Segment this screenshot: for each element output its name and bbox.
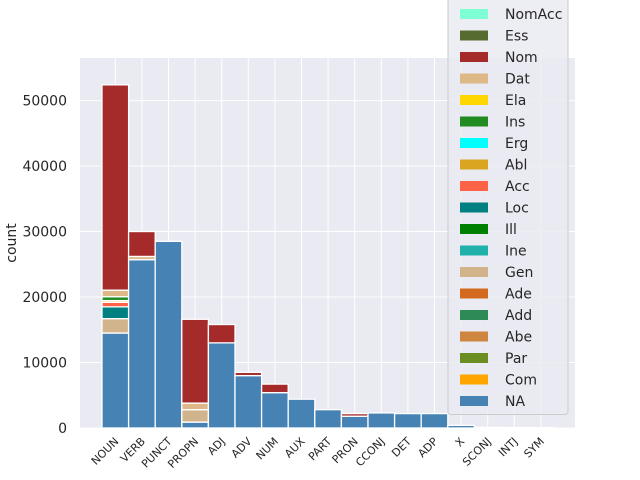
legend-label-abe: Abe — [505, 330, 532, 346]
bar-intj-na — [500, 426, 529, 429]
bar-pron-nom — [340, 412, 369, 417]
legend-label-dat: Dat — [505, 72, 530, 88]
x-tick-label: INTJ — [496, 435, 520, 459]
x-tick-label: NOUN — [89, 435, 122, 468]
legend-swatch-ade — [460, 288, 488, 299]
legend-label-nom: Nom — [505, 50, 538, 66]
legend-swatch-ill — [460, 224, 488, 234]
y-tick-label: 20000 — [22, 290, 67, 306]
x-tick-label: AUX — [282, 435, 308, 461]
legend-swatch-abe — [460, 331, 488, 342]
legend-swatch-add — [460, 310, 488, 320]
bar-sym-na — [526, 426, 555, 429]
x-tick-label: NUM — [254, 435, 281, 462]
x-tick-label: X — [453, 435, 468, 450]
legend-swatch-acc — [460, 181, 488, 191]
bar-adv-nom — [234, 371, 263, 377]
legend-label-loc: Loc — [505, 201, 529, 217]
bar-part-na — [314, 409, 343, 429]
legend-swatch-abl — [460, 159, 488, 170]
legend-swatch-nom — [460, 52, 488, 62]
bar-det-na — [393, 412, 422, 429]
bar-adv-na — [234, 374, 263, 429]
legend-label-erg: Erg — [505, 136, 528, 152]
bar-cconj-na — [367, 412, 396, 429]
y-tick-label: 10000 — [22, 356, 67, 372]
bar-adj-nom — [207, 323, 236, 344]
y-tick-label: 30000 — [22, 225, 67, 241]
x-tick-label: CCONJ — [353, 435, 387, 469]
legend-swatch-dat — [460, 73, 488, 84]
bar-noun-acc — [101, 301, 130, 308]
bar-noun-nom — [101, 84, 130, 291]
legend-swatch-gen — [460, 267, 488, 277]
x-tick-label: PART — [306, 435, 334, 463]
y-tick-labels: 0 10000 20000 30000 40000 50000 — [22, 94, 67, 437]
legend-swatch-erg — [460, 138, 488, 148]
y-tick-label: 0 — [58, 421, 67, 437]
x-tick-label: SYM — [521, 435, 547, 461]
legend-label-abl: Abl — [505, 158, 527, 174]
bar-propn-na — [181, 421, 210, 429]
bar-sconj-na — [473, 426, 502, 429]
legend-swatch-com — [460, 374, 488, 385]
legend-swatch-nomacc — [460, 9, 488, 19]
legend-label-ins: Ins — [505, 115, 525, 131]
bar-propn-gen — [181, 409, 210, 423]
bar-num-nom — [260, 383, 289, 394]
legend-label-nomacc: NomAcc — [505, 7, 562, 23]
bar-verb-na — [127, 259, 156, 429]
legend-label-ade: Ade — [505, 287, 532, 303]
bar-adj-na — [207, 342, 236, 429]
legend-label-ill: Ill — [505, 222, 517, 238]
bar-verb-nom — [127, 230, 156, 258]
legend-label-gen: Gen — [505, 265, 533, 281]
bar-num-na — [260, 391, 289, 429]
x-tick-label: ADV — [229, 435, 255, 461]
legend: NomAcc Ess Nom Dat Ela Ins Erg Abl Acc Loc Ill Ine G… — [447, 0, 569, 415]
bar-noun-loc — [101, 306, 130, 320]
bar-propn-dat — [181, 402, 210, 411]
legend-label-ess: Ess — [505, 29, 528, 45]
bar-noun-dat — [101, 289, 130, 298]
legend-swatch-ela — [460, 95, 488, 105]
x-tick-label: DET — [389, 435, 414, 460]
bar-noun-gen — [101, 317, 130, 334]
x-tick-label: SCONJ — [460, 435, 494, 469]
bar-noun-na — [101, 332, 130, 429]
y-tick-label: 50000 — [22, 94, 67, 110]
bar-punct-na — [154, 240, 183, 429]
legend-label-na: NA — [505, 394, 525, 410]
bar-pron-na — [340, 415, 369, 429]
legend-swatch-par — [460, 353, 488, 363]
bar-propn-nom — [181, 318, 210, 404]
y-tick-label: 40000 — [22, 159, 67, 175]
x-tick-label: ADP — [415, 435, 440, 460]
bar-aux-na — [287, 398, 316, 429]
legend-swatch-na — [460, 396, 488, 406]
legend-label-par: Par — [505, 351, 527, 367]
legend-swatch-ins — [460, 116, 488, 127]
x-tick-label: ADJ — [205, 435, 228, 458]
legend-label-ine: Ine — [505, 244, 527, 260]
y-axis-label: count — [4, 223, 20, 263]
bar-x-na — [447, 424, 476, 429]
legend-swatch-ess — [460, 30, 488, 41]
legend-swatch-ine — [460, 245, 488, 256]
legend-label-acc: Acc — [505, 179, 530, 195]
legend-label-add: Add — [505, 308, 532, 324]
bars — [101, 84, 555, 429]
bar-adp-na — [420, 412, 449, 429]
legend-label-com: Com — [505, 373, 537, 389]
legend-swatch-loc — [460, 202, 488, 213]
legend-label-ela: Ela — [505, 93, 526, 109]
